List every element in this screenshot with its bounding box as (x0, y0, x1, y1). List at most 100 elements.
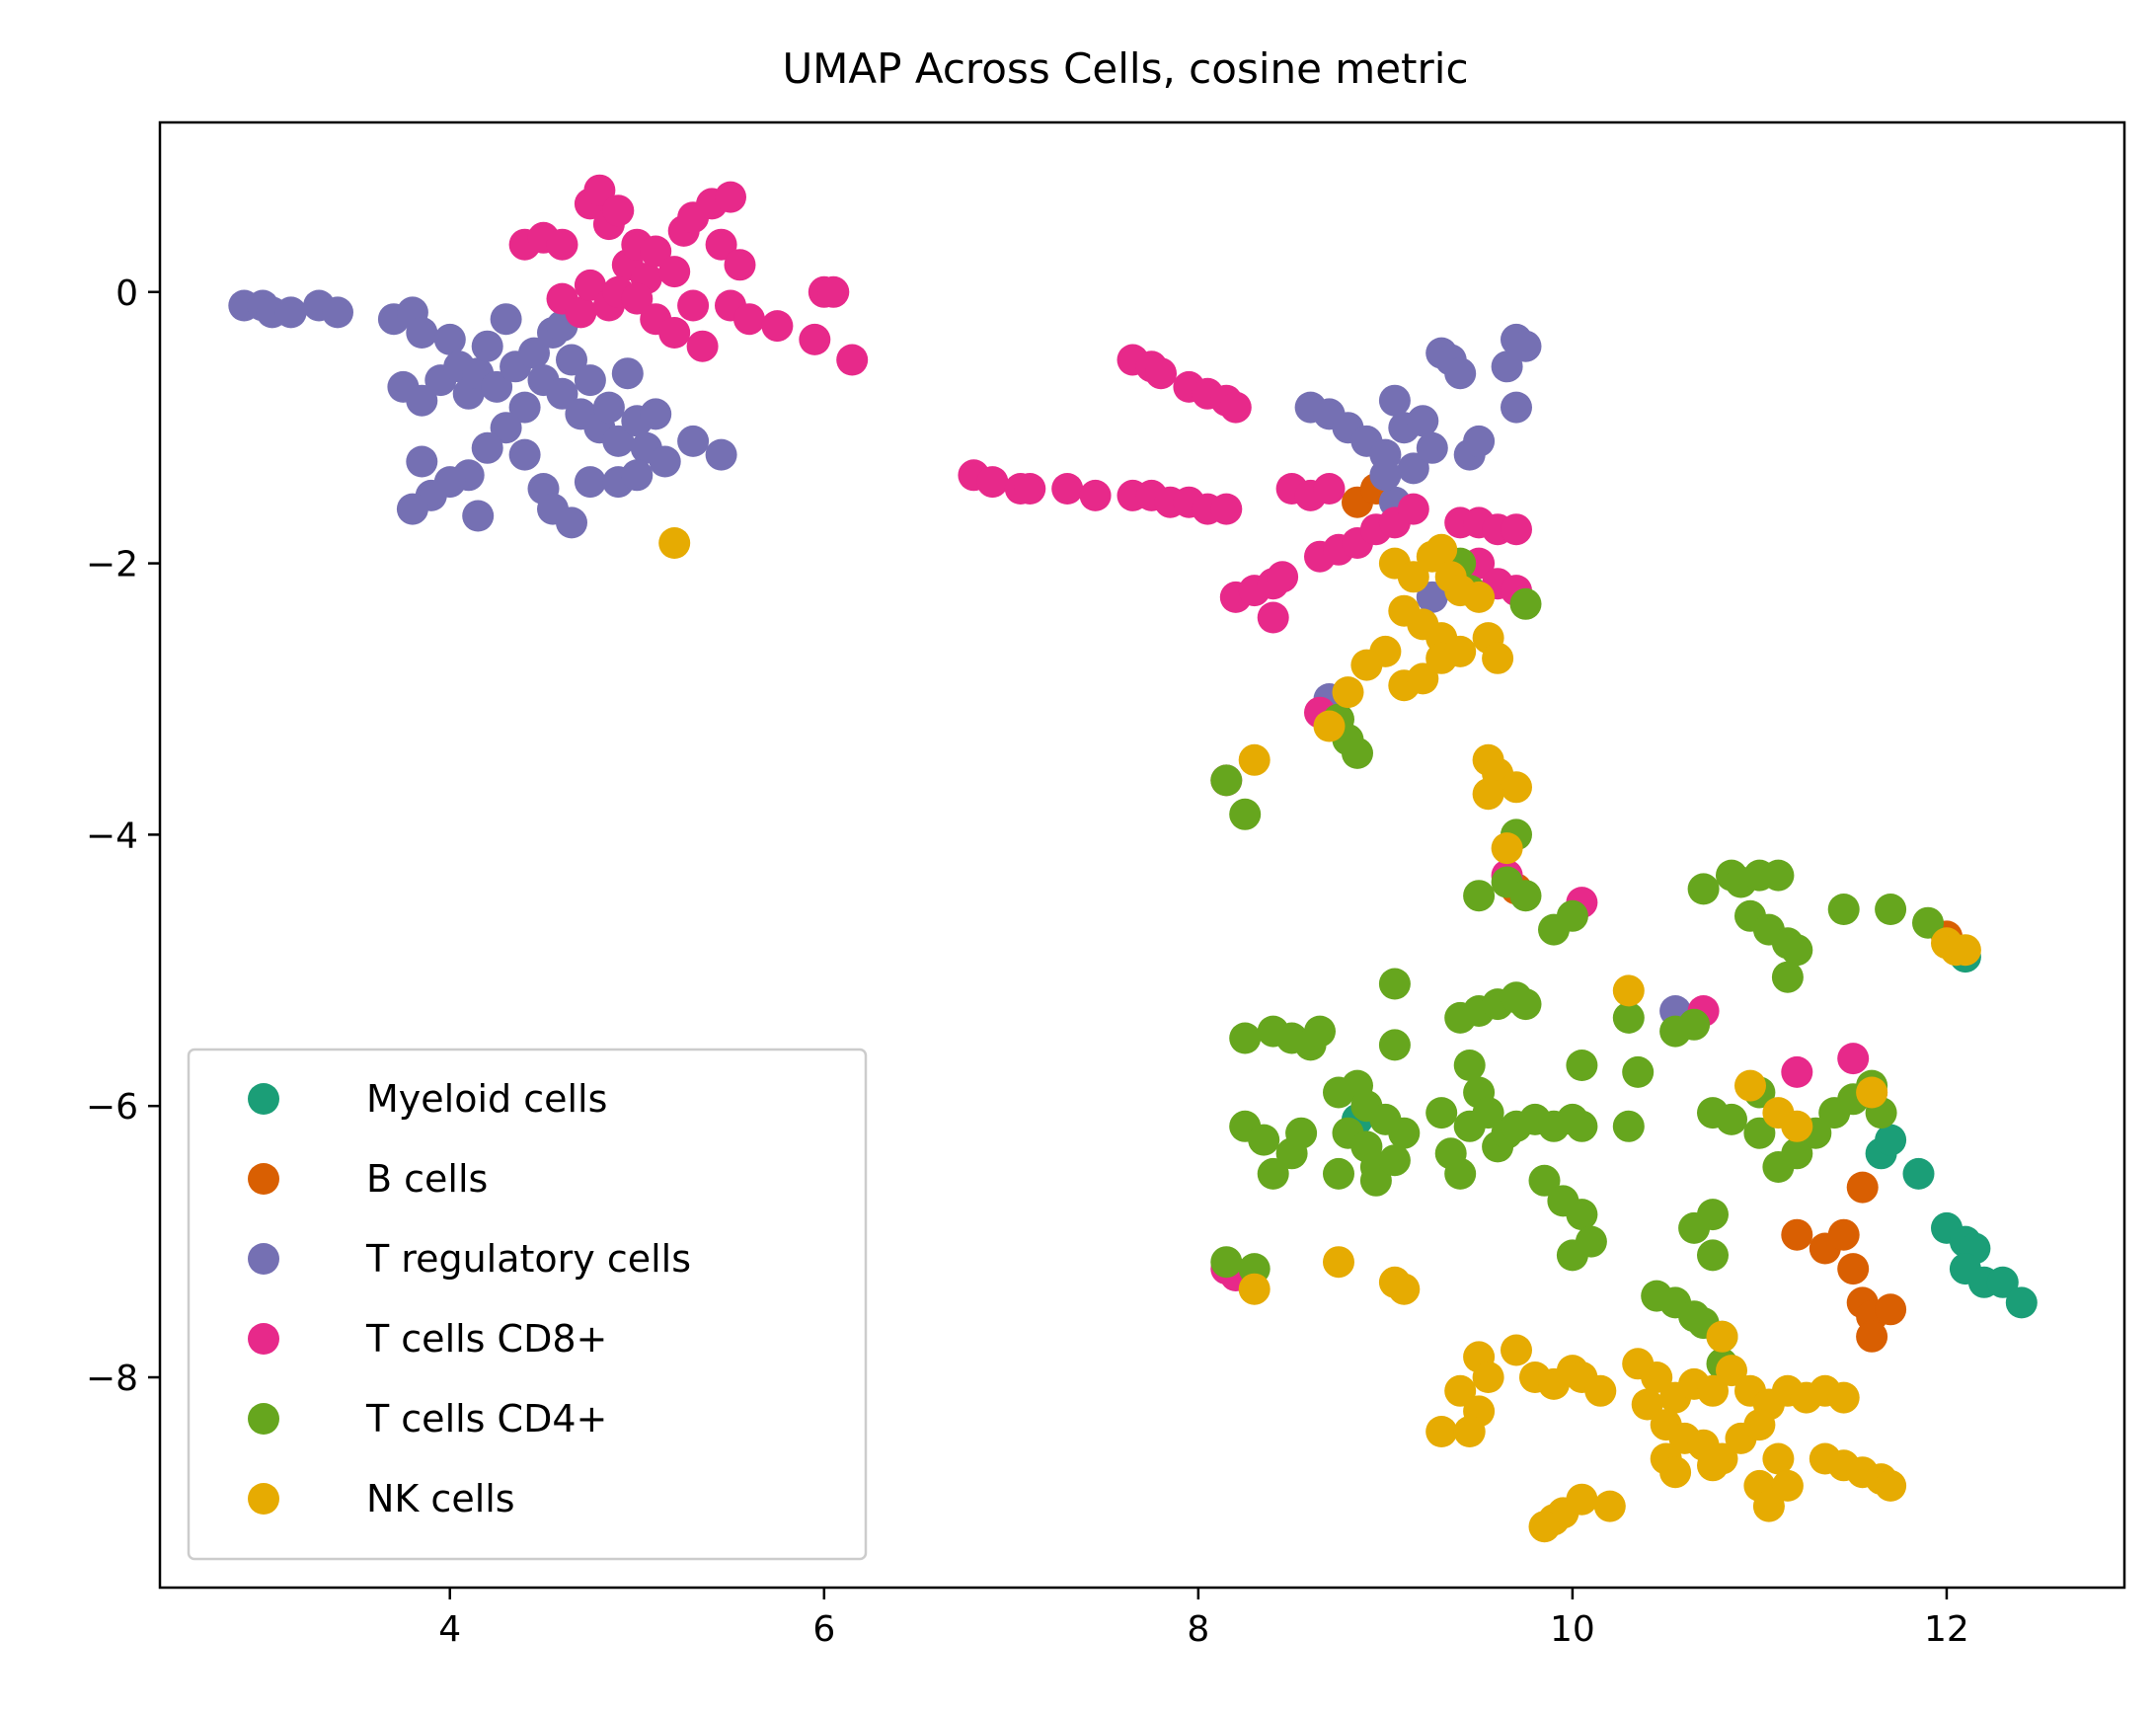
chart-title: UMAP Across Cells, cosine metric (782, 44, 1468, 93)
data-point (1257, 601, 1289, 634)
data-point (1986, 1266, 2019, 1298)
plot-frame (158, 120, 2126, 1590)
data-point (2005, 1286, 2038, 1319)
data-point (556, 506, 587, 539)
data-point (1509, 880, 1542, 912)
data-point (761, 310, 794, 343)
legend-marker (248, 1083, 279, 1115)
data-point (1687, 873, 1720, 905)
data-point (1313, 710, 1346, 742)
y-tick-label: −8 (86, 1359, 138, 1399)
data-point (1622, 1055, 1655, 1088)
y-tick-label: −4 (86, 816, 138, 856)
data-point (565, 296, 597, 329)
data-point (1248, 1124, 1280, 1156)
data-point (1501, 513, 1532, 546)
data-point (574, 466, 606, 499)
data-point (602, 425, 635, 457)
data-point (1752, 1490, 1785, 1522)
data-point (1463, 581, 1496, 613)
data-point (1285, 1117, 1318, 1149)
series-myeloid-cells (1342, 941, 2038, 1319)
data-point (705, 438, 737, 471)
legend-marker (248, 1323, 279, 1355)
data-point (1397, 493, 1429, 525)
series-t-regulatory-cells (228, 289, 1692, 1027)
data-point (1697, 1199, 1729, 1231)
data-point (1229, 1022, 1262, 1054)
data-point (1501, 771, 1532, 804)
data-point (556, 344, 587, 376)
data-point (1267, 561, 1299, 593)
data-point (1771, 1469, 1804, 1502)
data-point (322, 296, 353, 329)
data-point (1238, 1273, 1270, 1305)
data-point (1659, 1456, 1692, 1489)
data-point (1528, 1511, 1561, 1543)
x-tick-label: 8 (1187, 1609, 1209, 1650)
data-point (583, 174, 616, 206)
data-point (1912, 906, 1944, 939)
data-point (1453, 1110, 1486, 1142)
data-point (1837, 1253, 1870, 1285)
data-point (1584, 1374, 1617, 1407)
data-point (1491, 832, 1523, 865)
legend-marker (248, 1243, 279, 1275)
data-point (1388, 1117, 1421, 1149)
x-axis: 4 6 8 10 12 (438, 1588, 1969, 1650)
data-point (1463, 880, 1496, 912)
data-point (1425, 1416, 1458, 1447)
scatter-points (228, 174, 2038, 1543)
data-point (1210, 493, 1243, 525)
data-point (462, 500, 495, 532)
legend-label: T cells CD4+ (365, 1397, 607, 1440)
x-tick-label: 12 (1924, 1609, 1969, 1650)
data-point (1313, 473, 1346, 505)
data-point (471, 330, 503, 362)
data-point (471, 431, 503, 464)
data-point (1388, 1273, 1421, 1305)
data-point (677, 289, 710, 322)
data-point (658, 256, 691, 288)
data-point (1416, 581, 1448, 613)
data-point (836, 344, 869, 376)
data-point (1593, 1490, 1626, 1522)
data-point (1762, 1442, 1795, 1475)
data-point (1332, 676, 1364, 709)
data-point (658, 527, 691, 559)
data-point (518, 337, 550, 369)
legend-label: T regulatory cells (365, 1237, 691, 1281)
data-point (1397, 452, 1429, 485)
data-point (602, 195, 635, 227)
data-point (1771, 961, 1804, 993)
data-point (1612, 974, 1645, 1007)
y-tick-label: −2 (86, 545, 138, 585)
data-point (1444, 1374, 1477, 1407)
data-point (574, 364, 606, 397)
data-point (733, 303, 765, 336)
data-point (274, 296, 307, 329)
data-point (1257, 1157, 1289, 1190)
data-point (1528, 1164, 1561, 1197)
data-point (406, 445, 438, 478)
legend-marker (248, 1163, 279, 1195)
data-point (490, 412, 522, 444)
y-tick-label: −6 (86, 1087, 138, 1128)
data-point (1229, 798, 1262, 830)
data-point (1875, 1124, 1907, 1156)
x-tick-label: 4 (438, 1609, 461, 1650)
data-point (1472, 1362, 1504, 1393)
data-point (621, 282, 654, 315)
data-point (1425, 1097, 1458, 1129)
data-point (1501, 1334, 1532, 1366)
data-point (1378, 1029, 1411, 1061)
data-point (1827, 1381, 1860, 1414)
data-point (1051, 473, 1084, 505)
data-point (658, 317, 691, 349)
data-point (640, 235, 672, 268)
legend-label: NK cells (366, 1477, 515, 1520)
data-point (1837, 1043, 1870, 1075)
data-point (1304, 1015, 1336, 1048)
data-point (1472, 778, 1504, 811)
data-point (1641, 1362, 1673, 1393)
